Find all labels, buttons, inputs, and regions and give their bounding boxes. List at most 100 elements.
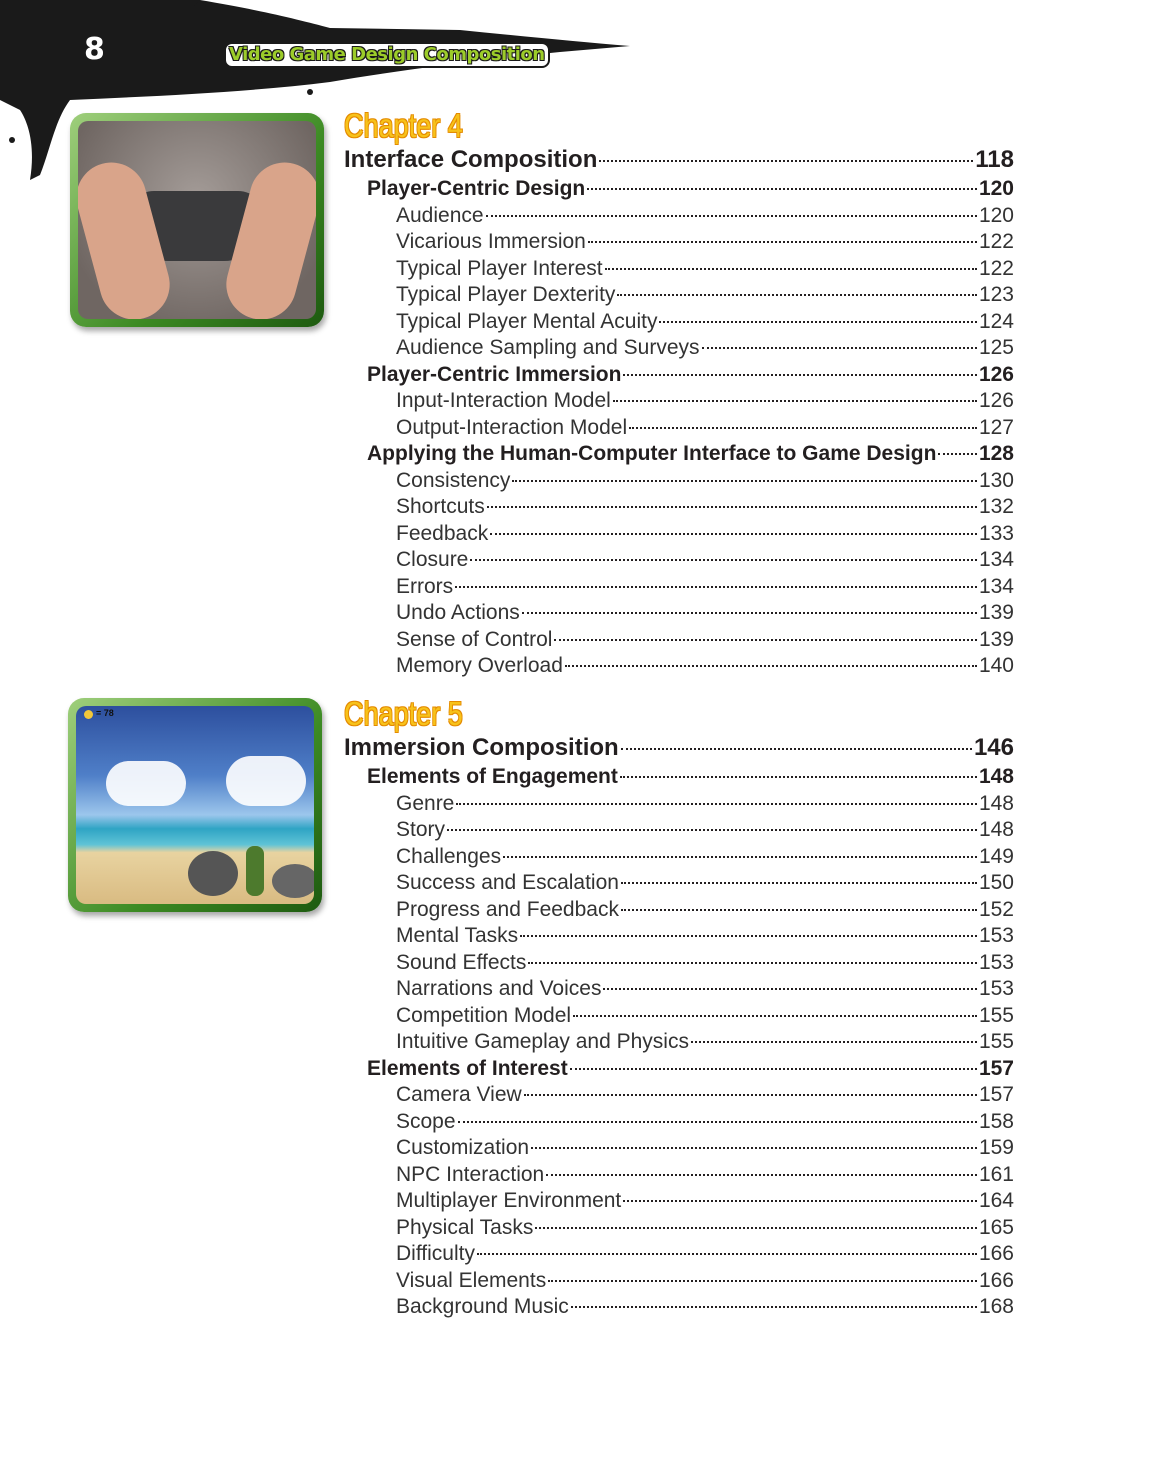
toc-subsection-entry[interactable]: Visual Elements 166 bbox=[344, 1268, 1014, 1295]
entry-page: 153 bbox=[978, 977, 1014, 1000]
toc-subsection-entry[interactable]: Success and Escalation 150 bbox=[344, 870, 1014, 897]
entry-title: Elements of Engagement bbox=[367, 765, 618, 788]
toc-section-entry[interactable]: Elements of Engagement 148 bbox=[344, 764, 1014, 791]
entry-title: Progress and Feedback bbox=[396, 897, 619, 921]
entry-page: 123 bbox=[978, 283, 1014, 306]
dot-leader bbox=[548, 1279, 977, 1282]
dot-leader bbox=[701, 347, 977, 349]
entry-page: 120 bbox=[978, 203, 1014, 227]
toc-chapter-entry[interactable]: Interface Composition 118 bbox=[344, 144, 1014, 176]
toc-subsection-entry[interactable]: Mental Tasks 153 bbox=[344, 923, 1014, 950]
beach-game-screenshot: = 78 bbox=[76, 706, 314, 904]
toc-subsection-entry[interactable]: Consistency 130 bbox=[344, 468, 1014, 495]
dot-leader bbox=[570, 1306, 977, 1308]
entry-title: Scope bbox=[396, 1109, 456, 1133]
dot-leader bbox=[612, 400, 977, 402]
dot-leader bbox=[603, 988, 977, 990]
entry-title: Success and Escalation bbox=[396, 871, 619, 894]
toc-subsection-entry[interactable]: Output-Interaction Model 127 bbox=[344, 415, 1014, 442]
entry-title: Elements of Interest bbox=[367, 1056, 568, 1080]
entry-title: Shortcuts bbox=[396, 495, 485, 518]
dot-leader bbox=[623, 373, 977, 376]
toc-subsection-entry[interactable]: Shortcuts 132 bbox=[344, 494, 1014, 521]
entry-title: Input-Interaction Model bbox=[396, 389, 611, 412]
dot-leader bbox=[564, 665, 977, 667]
entry-title: Physical Tasks bbox=[396, 1215, 534, 1239]
dot-leader bbox=[531, 1147, 977, 1149]
entry-page: 128 bbox=[978, 442, 1014, 465]
entry-page: 164 bbox=[978, 1189, 1014, 1212]
entry-title: Challenges bbox=[396, 844, 502, 868]
entry-page: 166 bbox=[978, 1268, 1014, 1292]
toc-subsection-entry[interactable]: Progress and Feedback 152 bbox=[344, 897, 1014, 924]
toc-subsection-entry[interactable]: Vicarious Immersion 122 bbox=[344, 229, 1014, 256]
dot-leader bbox=[521, 612, 977, 614]
entry-page: 165 bbox=[978, 1215, 1014, 1239]
toc-subsection-entry[interactable]: Intuitive Gameplay and Physics 155 bbox=[344, 1029, 1014, 1056]
entry-title: Mental Tasks bbox=[396, 924, 519, 947]
toc-subsection-entry[interactable]: Scope 158 bbox=[344, 1109, 1014, 1136]
dot-leader bbox=[512, 479, 977, 482]
toc-subsection-entry[interactable]: Audience 120 bbox=[344, 203, 1014, 230]
page-number: 8 bbox=[84, 32, 105, 67]
entry-title: Consistency bbox=[396, 468, 511, 492]
entry-title: Applying the Human-Computer Interface to… bbox=[367, 442, 937, 465]
entry-page: 125 bbox=[978, 336, 1014, 359]
entry-page: 146 bbox=[973, 734, 1014, 761]
toc-subsection-entry[interactable]: Genre 148 bbox=[344, 791, 1014, 818]
entry-title: Difficulty bbox=[396, 1242, 475, 1265]
toc-subsection-entry[interactable]: Physical Tasks 165 bbox=[344, 1215, 1014, 1242]
toc-subsection-entry[interactable]: Closure 134 bbox=[344, 547, 1014, 574]
entry-page: 153 bbox=[978, 924, 1014, 947]
entry-page: 149 bbox=[978, 844, 1014, 868]
toc-subsection-entry[interactable]: Multiplayer Environment 164 bbox=[344, 1188, 1014, 1215]
toc-subsection-entry[interactable]: Background Music 168 bbox=[344, 1294, 1014, 1321]
chapter-label: Chapter 4 bbox=[344, 107, 463, 144]
toc-subsection-entry[interactable]: Competition Model 155 bbox=[344, 1003, 1014, 1030]
entry-title: Vicarious Immersion bbox=[396, 230, 586, 253]
toc-subsection-entry[interactable]: Narrations and Voices 153 bbox=[344, 976, 1014, 1003]
toc-subsection-entry[interactable]: Audience Sampling and Surveys 125 bbox=[344, 335, 1014, 362]
chapter-label: Chapter 5 bbox=[344, 695, 463, 732]
toc-subsection-entry[interactable]: Input-Interaction Model 126 bbox=[344, 388, 1014, 415]
dot-leader bbox=[620, 882, 977, 884]
dot-leader bbox=[690, 1041, 977, 1043]
toc-subsection-entry[interactable]: Story 148 bbox=[344, 817, 1014, 844]
entry-page: 118 bbox=[975, 146, 1014, 173]
toc-chapter-entry[interactable]: Immersion Composition 146 bbox=[344, 732, 1014, 764]
toc-section-entry[interactable]: Player-Centric Immersion 126 bbox=[344, 362, 1014, 389]
dot-leader bbox=[617, 294, 977, 296]
dot-leader bbox=[486, 506, 977, 508]
toc-section-entry[interactable]: Player-Centric Design 120 bbox=[344, 176, 1014, 203]
toc-subsection-entry[interactable]: Sense of Control 139 bbox=[344, 627, 1014, 654]
toc-subsection-entry[interactable]: Difficulty 166 bbox=[344, 1241, 1014, 1268]
entry-page: 148 bbox=[978, 818, 1014, 841]
entry-page: 130 bbox=[978, 468, 1014, 492]
toc-subsection-entry[interactable]: Customization 159 bbox=[344, 1135, 1014, 1162]
toc-subsection-entry[interactable]: Undo Actions 139 bbox=[344, 600, 1014, 627]
toc-subsection-entry[interactable]: Typical Player Interest 122 bbox=[344, 256, 1014, 283]
toc-subsection-entry[interactable]: Typical Player Mental Acuity 124 bbox=[344, 309, 1014, 336]
entry-page: 155 bbox=[978, 1003, 1014, 1027]
entry-page: 139 bbox=[978, 601, 1014, 624]
toc-section-entry[interactable]: Elements of Interest 157 bbox=[344, 1056, 1014, 1083]
toc-subsection-entry[interactable]: Memory Overload 140 bbox=[344, 653, 1014, 680]
toc-subsection-entry[interactable]: Camera View 157 bbox=[344, 1082, 1014, 1109]
entry-title: Typical Player Dexterity bbox=[396, 283, 616, 306]
entry-title: Camera View bbox=[396, 1083, 522, 1106]
toc-subsection-entry[interactable]: Sound Effects 153 bbox=[344, 950, 1014, 977]
entry-title: Memory Overload bbox=[396, 654, 563, 677]
entry-page: 166 bbox=[978, 1242, 1014, 1265]
chapter5-image-frame: = 78 bbox=[68, 698, 322, 912]
toc-subsection-entry[interactable]: Challenges 149 bbox=[344, 844, 1014, 871]
dot-leader bbox=[470, 559, 977, 561]
toc-subsection-entry[interactable]: Errors 134 bbox=[344, 574, 1014, 601]
toc-subsection-entry[interactable]: NPC Interaction 161 bbox=[344, 1162, 1014, 1189]
dot-leader bbox=[599, 160, 974, 162]
entry-page: 134 bbox=[978, 574, 1014, 598]
entry-title: Sound Effects bbox=[396, 950, 527, 974]
entry-title: Audience Sampling and Surveys bbox=[396, 336, 700, 359]
toc-section-entry[interactable]: Applying the Human-Computer Interface to… bbox=[344, 441, 1014, 468]
toc-subsection-entry[interactable]: Typical Player Dexterity 123 bbox=[344, 282, 1014, 309]
toc-subsection-entry[interactable]: Feedback 133 bbox=[344, 521, 1014, 548]
